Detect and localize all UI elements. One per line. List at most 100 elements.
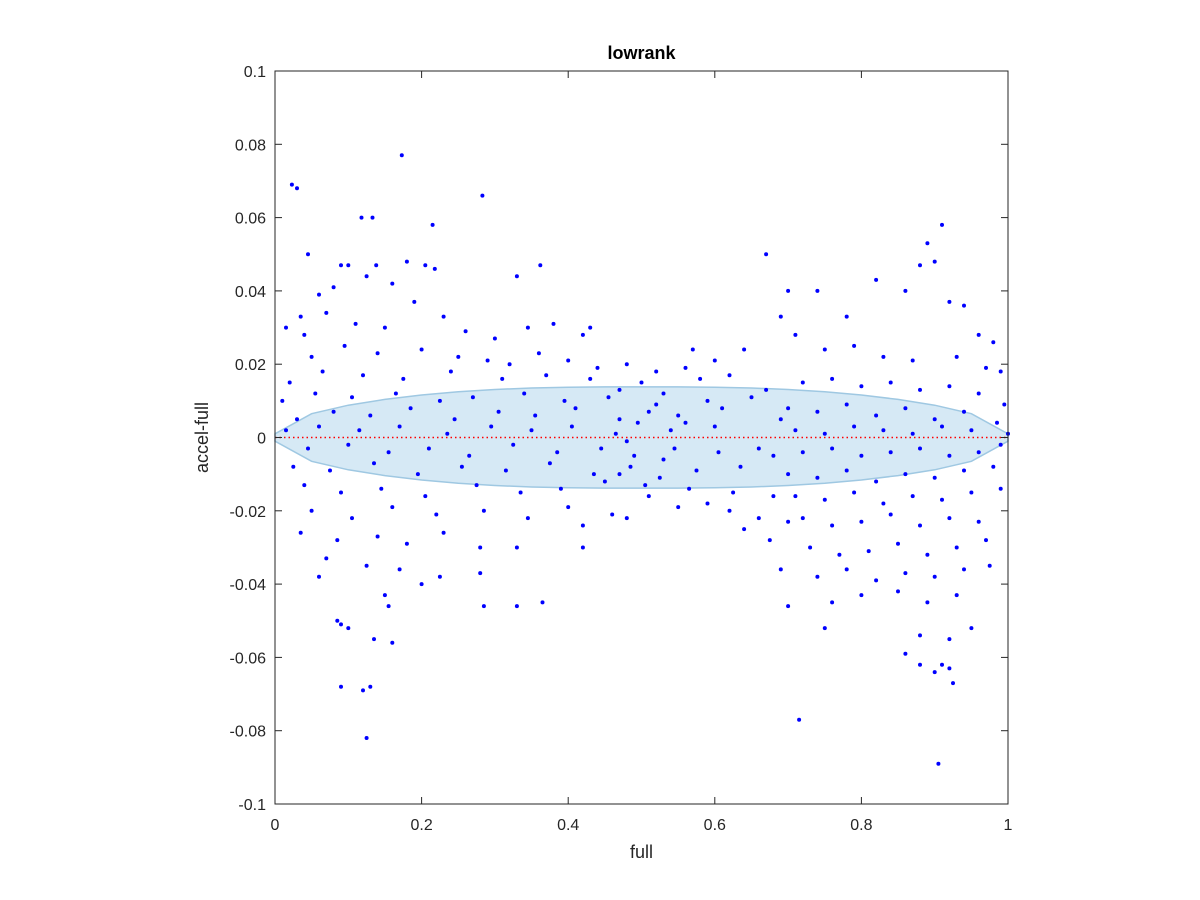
data-point: [415, 472, 420, 477]
confidence-band: [274, 386, 1009, 489]
x-tick-label: 0: [271, 817, 280, 834]
data-point: [309, 508, 314, 513]
data-point: [423, 263, 428, 268]
data-point: [595, 365, 600, 370]
data-point: [690, 347, 695, 352]
data-point: [335, 618, 340, 623]
data-point: [936, 761, 941, 766]
data-point: [918, 446, 922, 451]
data-point: [800, 380, 805, 385]
data-point: [284, 428, 288, 433]
data-point: [951, 681, 955, 686]
data-point: [408, 406, 413, 411]
data-point: [496, 409, 501, 414]
data-point: [606, 395, 611, 400]
data-point: [511, 442, 516, 447]
data-point: [742, 527, 747, 532]
data-point: [602, 479, 607, 484]
data-point: [830, 446, 835, 451]
data-point: [947, 299, 952, 304]
data-point: [786, 519, 791, 524]
data-point: [364, 736, 369, 740]
data-point: [954, 545, 959, 550]
data-point: [306, 252, 310, 257]
data-point: [698, 376, 703, 381]
data-point: [390, 505, 395, 510]
data-point: [525, 325, 530, 330]
data-point: [903, 288, 908, 293]
data-point: [947, 453, 952, 458]
data-point: [903, 651, 908, 656]
data-point: [467, 453, 472, 458]
data-point: [778, 567, 783, 572]
data-point: [646, 409, 651, 414]
data-point: [716, 450, 721, 455]
data-point: [976, 332, 981, 337]
data-point: [302, 332, 307, 337]
data-point: [404, 259, 409, 264]
data-point: [940, 222, 944, 227]
data-point: [976, 391, 981, 396]
data-point: [687, 486, 692, 491]
data-point: [617, 387, 622, 392]
data-point: [771, 453, 776, 458]
data-point: [306, 446, 310, 451]
data-point: [947, 666, 952, 671]
data-point: [401, 376, 406, 381]
data-point: [364, 563, 369, 568]
data-point: [643, 483, 648, 488]
data-point: [280, 398, 285, 403]
data-point: [793, 428, 798, 433]
data-point: [331, 409, 336, 414]
data-point: [317, 424, 321, 429]
data-point: [822, 497, 827, 502]
data-point: [910, 358, 915, 363]
data-point: [588, 376, 593, 381]
data-point: [910, 494, 915, 499]
data-point: [767, 538, 772, 543]
data-point: [903, 406, 908, 411]
data-point: [448, 369, 453, 374]
data-point: [822, 347, 827, 352]
data-point: [350, 516, 354, 521]
data-point: [580, 545, 585, 550]
data-point: [432, 266, 437, 271]
data-point: [382, 593, 387, 598]
data-point: [359, 215, 364, 220]
data-points: [280, 153, 1010, 766]
data-point: [481, 604, 486, 609]
x-tick-label: 0.2: [410, 817, 432, 834]
data-point: [984, 365, 988, 370]
data-point: [289, 182, 294, 187]
data-point: [815, 409, 820, 414]
data-point: [720, 406, 725, 411]
data-point: [566, 505, 571, 510]
data-point: [676, 413, 681, 418]
data-point: [437, 398, 442, 403]
data-point: [727, 373, 732, 378]
data-point: [874, 578, 879, 583]
data-point: [661, 391, 666, 396]
data-point: [705, 501, 710, 506]
data-point: [932, 475, 937, 480]
data-point: [749, 395, 754, 400]
data-point: [478, 545, 483, 550]
data-point: [705, 398, 710, 403]
data-point: [866, 549, 871, 554]
data-point: [756, 446, 761, 451]
data-point: [998, 486, 1003, 491]
data-point: [903, 472, 908, 477]
data-point: [617, 472, 622, 477]
y-tick-label: -0.1: [238, 797, 266, 814]
data-point: [555, 450, 560, 455]
data-point: [536, 351, 541, 356]
data-point: [533, 413, 538, 418]
data-point: [888, 380, 893, 385]
data-point: [437, 574, 442, 579]
data-point: [786, 472, 791, 477]
y-tick-label: -0.02: [230, 504, 267, 521]
data-point: [815, 475, 820, 480]
data-point: [529, 428, 534, 433]
data-point: [291, 464, 296, 469]
y-tick-label: 0.1: [244, 64, 266, 81]
